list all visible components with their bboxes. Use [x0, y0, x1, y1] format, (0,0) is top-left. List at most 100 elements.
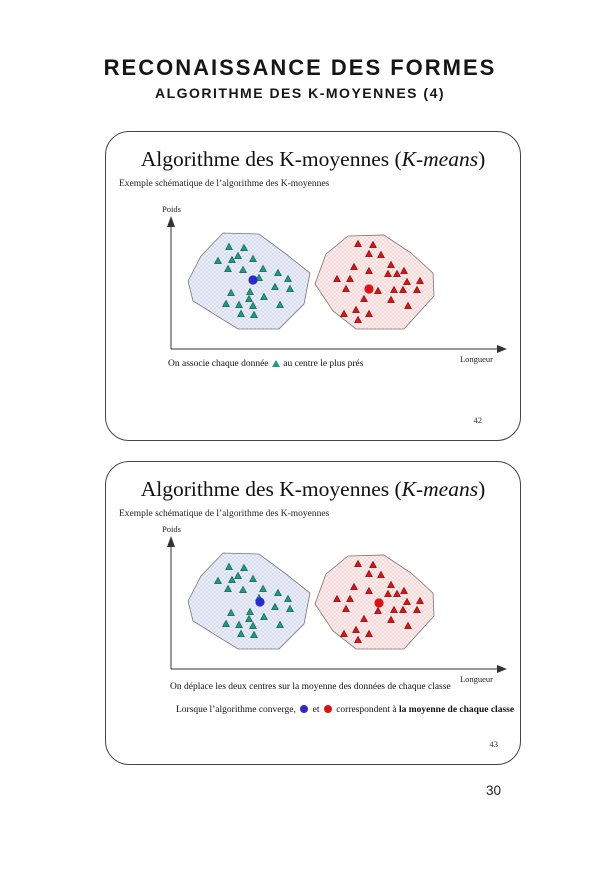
y-axis-arrow	[167, 216, 175, 227]
data-point-triangle	[354, 315, 362, 323]
data-point-triangle	[384, 269, 392, 277]
data-point-triangle	[390, 285, 398, 293]
caption-text: au centre le plus prés	[280, 359, 364, 369]
centroid-dot-classe-droite	[364, 284, 374, 294]
data-point-triangle	[235, 620, 243, 628]
data-point-triangle	[240, 243, 248, 251]
data-point-triangle	[365, 249, 373, 257]
blue-centroid-icon	[300, 705, 309, 713]
slide-title: Algorithme des K-moyennes (K-means)	[106, 146, 520, 172]
data-point-triangle	[369, 560, 377, 568]
data-point-triangle	[333, 594, 341, 602]
data-point-triangle	[249, 254, 257, 262]
data-point-triangle	[399, 605, 407, 613]
data-point-triangle	[400, 266, 408, 274]
x-axis-arrow	[497, 665, 507, 673]
y-axis-arrow	[167, 536, 175, 547]
document-title: RECONAISSANCE DES FORMES	[103, 55, 497, 80]
data-point-triangle	[340, 629, 348, 637]
kmeans-scatter-chart-1: Poids Longueur	[116, 201, 516, 371]
data-point-triangle	[228, 575, 236, 583]
data-point-triangle	[227, 288, 235, 296]
data-point-triangle	[400, 586, 408, 594]
data-point-triangle	[387, 615, 395, 623]
cluster-region-classe-droite	[314, 234, 435, 330]
cluster-region-classe-gauche	[187, 552, 311, 650]
data-point-triangle	[346, 594, 354, 602]
data-point-triangle	[377, 570, 385, 578]
x-axis-label: Longueur	[460, 354, 493, 364]
data-point-triangle	[390, 605, 398, 613]
data-point-triangle	[346, 274, 354, 282]
data-point-triangle	[260, 612, 268, 620]
data-point-triangle	[365, 266, 373, 274]
data-point-triangle	[214, 576, 222, 584]
caption-text: et	[310, 705, 322, 715]
data-point-triangle	[284, 274, 292, 282]
slide-42: Algorithme des K-moyennes (K-means) Exem…	[105, 131, 521, 441]
data-point-triangle	[365, 586, 373, 594]
data-point-triangle	[235, 300, 243, 308]
data-point-triangle	[342, 284, 350, 292]
red-centroid-icon	[323, 705, 332, 713]
data-point-triangle	[276, 300, 284, 308]
data-point-triangle	[403, 277, 411, 285]
data-point-triangle	[259, 584, 267, 592]
data-point-triangle	[365, 629, 373, 637]
data-point-triangle	[274, 268, 282, 276]
data-point-triangle	[249, 574, 257, 582]
data-point-triangle	[354, 559, 362, 567]
x-axis-label: Longueur	[460, 674, 493, 684]
scatter-plot: Poids Longueur	[162, 524, 507, 684]
page-number: 30	[486, 783, 502, 798]
data-point-triangle	[250, 310, 258, 318]
data-point-triangle	[342, 604, 350, 612]
data-point-triangle	[245, 294, 253, 302]
data-point-triangle	[245, 614, 253, 622]
data-point-triangle	[234, 251, 242, 259]
data-point-triangle	[224, 264, 232, 272]
data-point-triangle	[393, 269, 401, 277]
slide-caption: On associe chaque donnée au centre le pl…	[168, 359, 363, 369]
data-point-triangle	[377, 250, 385, 258]
kmeans-scatter-chart-2: Poids Longueur	[116, 521, 516, 691]
data-point-triangle	[234, 571, 242, 579]
slide-subtitle: Exemple schématique de l’algorithme des …	[119, 509, 330, 519]
triangle-marker-icon	[271, 360, 280, 367]
y-axis-label: Poids	[162, 524, 181, 534]
data-point-triangle	[271, 282, 279, 290]
data-point-triangle	[350, 262, 358, 270]
data-point-triangle	[350, 582, 358, 590]
data-point-triangle	[413, 605, 421, 613]
slide-caption: On déplace les deux centres sur la moyen…	[170, 682, 451, 692]
data-point-triangle	[271, 602, 279, 610]
data-point-triangle	[249, 301, 257, 309]
document-header: RECONAISSANCE DES FORMES ALGORITHME DES …	[0, 55, 600, 102]
data-point-triangle	[246, 287, 254, 295]
document-subtitle: ALGORITHME DES K-MOYENNES (4)	[154, 85, 446, 101]
data-point-triangle	[239, 585, 247, 593]
data-point-triangle	[225, 242, 233, 250]
data-point-triangle	[354, 635, 362, 643]
data-point-triangle	[214, 256, 222, 264]
data-point-triangle	[387, 295, 395, 303]
data-point-triangle	[240, 563, 248, 571]
data-point-triangle	[250, 630, 258, 638]
slide-43: Algorithme des K-moyennes (K-means) Exem…	[105, 461, 521, 765]
data-point-triangle	[403, 597, 411, 605]
data-point-triangle	[274, 588, 282, 596]
data-point-triangle	[387, 260, 395, 268]
data-point-triangle	[259, 264, 267, 272]
data-point-triangle	[384, 589, 392, 597]
data-point-triangle	[365, 309, 373, 317]
slide-title-close: )	[478, 477, 486, 501]
centroid-dot-classe-gauche	[255, 597, 265, 607]
slide-title-close: )	[478, 147, 486, 171]
slide-title-text: Algorithme des K-moyennes (	[140, 147, 402, 171]
data-point-triangle	[222, 299, 230, 307]
slide-subtitle: Exemple schématique de l’algorithme des …	[119, 179, 330, 189]
data-point-triangle	[369, 240, 377, 248]
data-point-triangle	[393, 589, 401, 597]
caption-text: Lorsque l’algorithme converge,	[176, 705, 299, 715]
data-point-triangle	[374, 286, 382, 294]
